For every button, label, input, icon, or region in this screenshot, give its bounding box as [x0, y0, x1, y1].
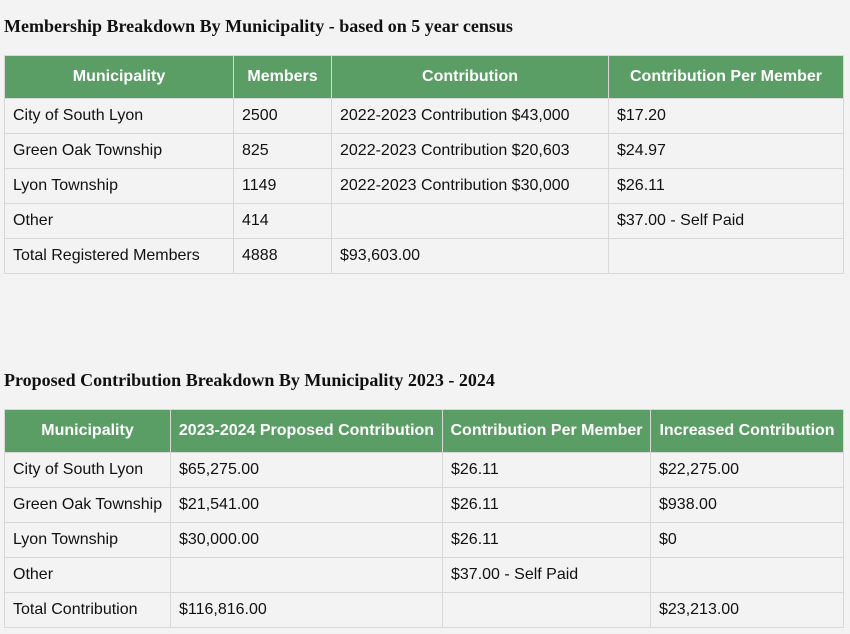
table-cell: Other	[4, 203, 234, 239]
table-row: Lyon Township $30,000.00 $26.11 $0	[4, 522, 844, 558]
table-cell: Total Contribution	[4, 592, 171, 628]
table-cell: Total Registered Members	[4, 238, 234, 274]
table-cell: Lyon Township	[4, 522, 171, 558]
table-header-row: Municipality 2023-2024 Proposed Contribu…	[4, 409, 844, 453]
table-cell	[331, 203, 609, 239]
table-header-row: Municipality Members Contribution Contri…	[4, 55, 844, 99]
table-row: Green Oak Township $21,541.00 $26.11 $93…	[4, 487, 844, 523]
table-cell: 2500	[233, 98, 332, 134]
table-cell	[608, 238, 844, 274]
table-cell	[442, 592, 651, 628]
table-cell: $22,275.00	[650, 452, 844, 488]
table-cell: $938.00	[650, 487, 844, 523]
table-cell: 825	[233, 133, 332, 169]
table-cell: City of South Lyon	[4, 98, 234, 134]
table-cell	[650, 557, 844, 593]
table-cell: $26.11	[442, 487, 651, 523]
table-cell: $93,603.00	[331, 238, 609, 274]
table-row: City of South Lyon $65,275.00 $26.11 $22…	[4, 452, 844, 488]
table-cell: Green Oak Township	[4, 487, 171, 523]
table-cell: $17.20	[608, 98, 844, 134]
table-row: Green Oak Township 825 2022-2023 Contrib…	[4, 133, 844, 169]
membership-breakdown-table: Municipality Members Contribution Contri…	[4, 55, 844, 274]
table-cell: Green Oak Township	[4, 133, 234, 169]
table-cell: $26.11	[442, 452, 651, 488]
table-row: City of South Lyon 2500 2022-2023 Contri…	[4, 98, 844, 134]
table-cell: $0	[650, 522, 844, 558]
proposed-contribution-title: Proposed Contribution Breakdown By Munic…	[4, 370, 495, 390]
table-cell: 2022-2023 Contribution $43,000	[331, 98, 609, 134]
table-cell: 1149	[233, 168, 332, 204]
table-cell: $37.00 - Self Paid	[442, 557, 651, 593]
column-header-contribution: Contribution	[331, 55, 609, 99]
table-cell: 414	[233, 203, 332, 239]
table-cell: Lyon Township	[4, 168, 234, 204]
column-header-municipality: Municipality	[4, 409, 171, 453]
column-header-increased-contribution: Increased Contribution	[650, 409, 844, 453]
table-cell: $24.97	[608, 133, 844, 169]
table-cell: 2022-2023 Contribution $30,000	[331, 168, 609, 204]
table-row-total: Total Contribution $116,816.00 $23,213.0…	[4, 592, 844, 628]
table-cell: $26.11	[442, 522, 651, 558]
table-cell: 4888	[233, 238, 332, 274]
table-cell: 2022-2023 Contribution $20,603	[331, 133, 609, 169]
table-cell: $21,541.00	[170, 487, 443, 523]
membership-breakdown-title: Membership Breakdown By Municipality - b…	[4, 16, 513, 36]
table-cell: $37.00 - Self Paid	[608, 203, 844, 239]
table-cell: $65,275.00	[170, 452, 443, 488]
table-cell: Other	[4, 557, 171, 593]
proposed-contribution-table: Municipality 2023-2024 Proposed Contribu…	[4, 409, 844, 628]
column-header-contribution-per-member: Contribution Per Member	[608, 55, 844, 99]
table-cell: $116,816.00	[170, 592, 443, 628]
column-header-municipality: Municipality	[4, 55, 234, 99]
table-row: Lyon Township 1149 2022-2023 Contributio…	[4, 168, 844, 204]
column-header-contribution-per-member: Contribution Per Member	[442, 409, 651, 453]
table-cell: $23,213.00	[650, 592, 844, 628]
column-header-members: Members	[233, 55, 332, 99]
table-row-total: Total Registered Members 4888 $93,603.00	[4, 238, 844, 274]
table-row: Other $37.00 - Self Paid	[4, 557, 844, 593]
table-cell: City of South Lyon	[4, 452, 171, 488]
table-cell: $30,000.00	[170, 522, 443, 558]
table-row: Other 414 $37.00 - Self Paid	[4, 203, 844, 239]
table-cell	[170, 557, 443, 593]
table-cell: $26.11	[608, 168, 844, 204]
column-header-proposed-contribution: 2023-2024 Proposed Contribution	[170, 409, 443, 453]
